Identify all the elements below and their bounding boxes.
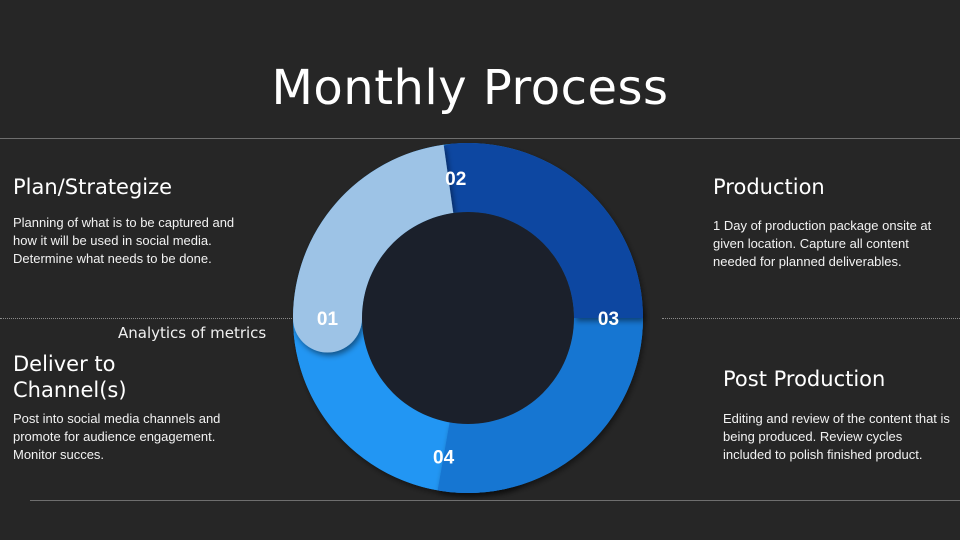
step-04-heading: Deliver to Channel(s) bbox=[13, 352, 127, 402]
page-title: Monthly Process bbox=[271, 60, 669, 116]
step-01-heading: Plan/Strategize bbox=[13, 175, 173, 199]
process-cycle-diagram: 01 02 03 04 bbox=[293, 143, 643, 493]
bottom-divider bbox=[30, 500, 960, 501]
top-divider bbox=[0, 138, 960, 139]
step-01-description: Planning of what is to be captured and h… bbox=[13, 215, 235, 266]
step-number-02: 02 bbox=[445, 169, 466, 190]
step-03-heading: Post Production bbox=[723, 367, 886, 391]
analytics-label: Analytics of metrics bbox=[118, 324, 267, 342]
cycle-center bbox=[362, 212, 574, 424]
step-number-04: 04 bbox=[433, 447, 455, 468]
step-number-03: 03 bbox=[598, 309, 619, 330]
middle-divider-left bbox=[0, 318, 300, 319]
cycle-segment-01 bbox=[293, 144, 454, 353]
middle-divider-right bbox=[662, 318, 960, 319]
step-number-01: 01 bbox=[317, 309, 339, 330]
step-02-description: 1 Day of production package onsite at gi… bbox=[713, 218, 932, 269]
step-02-heading: Production bbox=[713, 175, 825, 199]
step-04-description: Post into social media channels and prom… bbox=[13, 411, 221, 462]
step-03-description: Editing and review of the content that i… bbox=[723, 411, 950, 462]
